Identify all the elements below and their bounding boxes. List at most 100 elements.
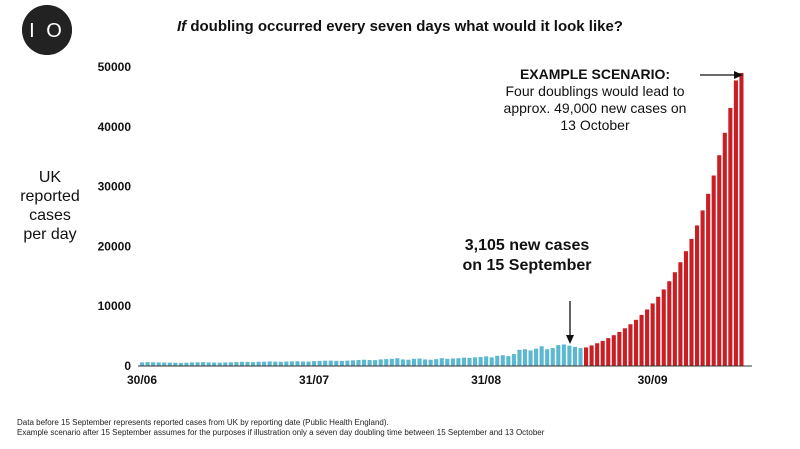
scenario-bar-20 [695, 225, 700, 366]
reported-bar-66 [506, 356, 511, 366]
reported-bar-59 [467, 357, 472, 366]
scenario-bar-22 [706, 193, 711, 366]
reported-bar-37 [345, 360, 350, 366]
reported-bar-53 [434, 359, 439, 366]
reported-bar-50 [417, 358, 422, 366]
reported-bar-15 [223, 362, 228, 366]
reported-bar-60 [473, 357, 478, 366]
scenario-bar-1 [589, 345, 594, 366]
reported-bar-52 [428, 359, 433, 366]
reported-bar-18 [239, 361, 244, 366]
reported-bar-79 [578, 348, 583, 366]
y-tick-label-3: 30000 [98, 180, 132, 194]
y-axis-label: UK reported cases per day [20, 169, 80, 243]
reported-bar-33 [323, 360, 328, 366]
reported-bar-14 [217, 362, 222, 366]
reported-bar-5 [167, 362, 172, 366]
september-annotation: 3,105 new cases on 15 September [462, 237, 592, 274]
scenario-bar-16 [672, 272, 677, 366]
reported-bar-54 [439, 358, 444, 366]
y-tick-label-0: 0 [124, 359, 131, 373]
scenario-annotation: EXAMPLE SCENARIO: Four doublings would l… [500, 66, 690, 134]
scenario-bar-6 [617, 331, 622, 366]
scenario-bar-28 [739, 72, 744, 366]
x-tick-label-0: 30/06 [127, 373, 157, 387]
reported-bar-31 [312, 361, 317, 366]
reported-bar-68 [517, 349, 522, 366]
reported-bar-10 [195, 362, 200, 366]
scenario-bar-25 [722, 132, 727, 366]
reported-bar-46 [395, 358, 400, 366]
scenario-bar-11 [645, 309, 650, 366]
reported-bar-34 [328, 360, 333, 366]
reported-bar-44 [384, 359, 389, 366]
reported-bar-32 [317, 360, 322, 366]
reported-bar-77 [567, 345, 572, 366]
reported-bar-65 [500, 355, 505, 366]
reported-bar-70 [528, 350, 533, 366]
scenario-bar-14 [661, 289, 666, 366]
scenario-bar-2 [595, 343, 600, 366]
scenario-bar-15 [667, 281, 672, 366]
y-tick-labels: 0 10000 20000 30000 40000 50000 [98, 60, 132, 373]
chart-bars [140, 72, 744, 366]
scenario-annotation-head: EXAMPLE SCENARIO: [519, 66, 671, 82]
reported-bar-43 [378, 359, 383, 366]
scenario-bar-12 [650, 303, 655, 366]
reported-bar-19 [245, 361, 250, 366]
reported-bar-6 [173, 362, 178, 366]
reported-bar-28 [295, 361, 300, 366]
footnote-2: Example scenario after 15 September assu… [17, 428, 545, 437]
reported-bar-69 [522, 349, 528, 366]
reported-bar-27 [289, 361, 294, 366]
reported-bar-24 [273, 361, 278, 366]
reported-bar-63 [489, 357, 494, 366]
scenario-annotation-body: Four doublings would lead to approx. 49,… [503, 83, 687, 133]
reported-bar-36 [339, 360, 344, 366]
footnotes: Data before 15 September represents repo… [17, 418, 787, 438]
scenario-bar-27 [733, 80, 738, 366]
scenario-bar-7 [622, 328, 627, 366]
reported-bar-23 [267, 361, 272, 366]
scenario-bar-9 [633, 319, 639, 366]
reported-bar-62 [484, 356, 489, 366]
y-tick-label-2: 20000 [98, 239, 132, 253]
reported-bar-76 [561, 344, 566, 366]
scenario-bar-4 [606, 338, 611, 366]
scenario-bar-8 [628, 324, 633, 366]
reported-bar-16 [228, 362, 233, 366]
chart-title-rest: doubling occurred every seven days what … [186, 18, 623, 35]
scenario-bar-3 [600, 340, 605, 366]
reported-bar-7 [178, 363, 183, 366]
reported-bar-78 [572, 346, 577, 366]
reported-bar-9 [189, 362, 195, 366]
x-tick-label-1: 31/07 [299, 373, 329, 387]
scenario-arrow [700, 71, 743, 79]
reported-bar-4 [162, 362, 167, 366]
y-tick-label-1: 10000 [98, 299, 132, 313]
y-tick-label-5: 50000 [98, 60, 132, 74]
reported-bar-30 [306, 361, 311, 366]
scenario-bar-13 [656, 296, 661, 366]
reported-bar-11 [201, 362, 206, 366]
reported-bar-26 [284, 361, 289, 366]
reported-bar-39 [356, 360, 361, 366]
reported-bar-35 [334, 360, 339, 366]
sep-arrow [566, 301, 574, 344]
scenario-bar-24 [717, 155, 722, 366]
x-tick-labels: 30/06 31/07 31/08 30/09 [127, 373, 668, 387]
reported-bar-56 [450, 358, 455, 366]
brand-logo-text: I O [29, 20, 65, 42]
reported-bar-51 [423, 359, 428, 366]
reported-bar-40 [362, 359, 367, 366]
reported-bar-20 [251, 362, 256, 366]
reported-bar-0 [140, 362, 145, 366]
y-tick-label-4: 40000 [98, 120, 132, 134]
reported-bar-2 [151, 362, 156, 366]
reported-bar-49 [411, 358, 417, 366]
reported-bar-41 [367, 360, 372, 366]
reported-bar-67 [511, 354, 516, 366]
reported-bar-22 [262, 361, 267, 366]
scenario-bar-23 [711, 175, 716, 366]
